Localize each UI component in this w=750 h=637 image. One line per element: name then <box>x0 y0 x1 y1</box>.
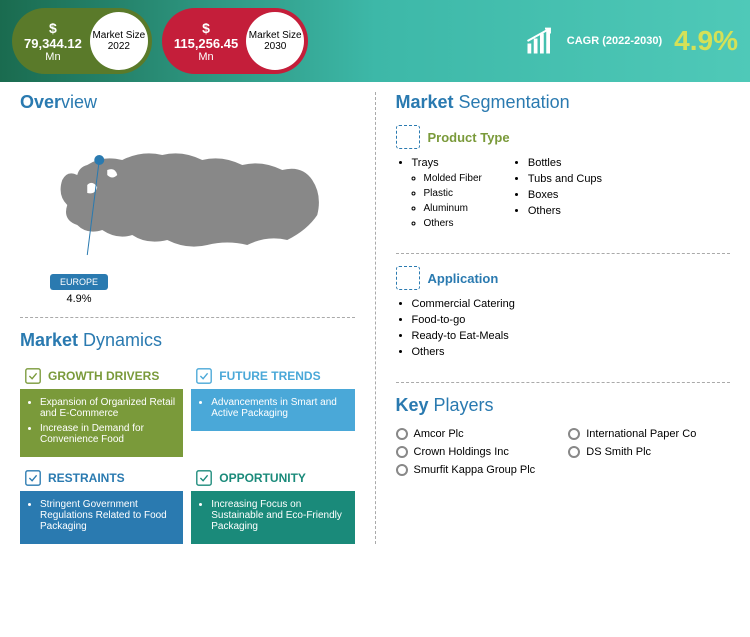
dynamics-box: GROWTH DRIVERS Expansion of Organized Ret… <box>20 363 183 457</box>
market-size-2030-pill: $ 115,256.45 Mn Market Size 2030 <box>162 8 308 74</box>
list-sub-item: Plastic <box>424 188 482 199</box>
unit: Mn <box>24 51 82 63</box>
dynamics-box: RESTRAINTS Stringent Government Regulatio… <box>20 465 183 544</box>
cagr-value: 4.9% <box>674 25 738 57</box>
player-item: Crown Holdings Inc <box>396 446 558 458</box>
cagr-section: CAGR (2022-2030) 4.9% <box>525 25 738 57</box>
cagr-label: CAGR (2022-2030) <box>567 35 662 47</box>
dynamics-grid: GROWTH DRIVERS Expansion of Organized Ret… <box>20 363 355 544</box>
box-title: RESTRAINTS <box>48 471 125 485</box>
region-tag: EUROPE 4.9% <box>50 274 108 305</box>
segmentation-group: Application Commercial Catering Food-to-go… <box>396 266 731 362</box>
divider <box>20 317 355 318</box>
divider <box>396 382 731 383</box>
dynamics-heading: Market Dynamics <box>20 330 355 351</box>
list-item: Commercial Catering <box>412 298 515 310</box>
list-item: Others <box>528 205 602 217</box>
region-name: EUROPE <box>50 274 108 290</box>
currency: $ <box>24 20 82 36</box>
player-item: Amcor Plc <box>396 428 558 440</box>
dynamics-box: FUTURE TRENDS Advancements in Smart and A… <box>191 363 354 457</box>
list-sub-item: Others <box>424 218 482 229</box>
list-item: Tubs and Cups <box>528 173 602 185</box>
year: 2030 <box>264 41 286 52</box>
list-item: Increasing Focus on Sustainable and Eco-… <box>211 499 346 532</box>
list-item: Others <box>412 346 515 358</box>
player-item: Smurfit Kappa Group Plc <box>396 464 558 476</box>
segmentation-heading: Market Segmentation <box>396 92 731 113</box>
list-item: Ready-to Eat-Meals <box>412 330 515 342</box>
box-title: FUTURE TRENDS <box>219 369 320 383</box>
key-players-list: Amcor Plc Crown Holdings Inc Smurfit Kappa… <box>396 428 731 476</box>
list-item: Advancements in Smart and Active Packagi… <box>211 397 346 419</box>
section-icon <box>24 469 42 487</box>
players-heading: Key Players <box>396 395 731 416</box>
growth-chart-icon <box>525 26 555 56</box>
europe-map-icon <box>20 125 355 275</box>
box-title: OPPORTUNITY <box>219 471 306 485</box>
map-area: EUROPE 4.9% <box>20 125 355 305</box>
list-item: Food-to-go <box>412 314 515 326</box>
list-item: Boxes <box>528 189 602 201</box>
year: 2022 <box>108 41 130 52</box>
segment-title: Application <box>428 271 499 286</box>
segmentation-group: Product Type Trays Molded Fiber Plastic Alum… <box>396 125 731 233</box>
player-item: DS Smith Plc <box>568 446 730 458</box>
segment-icon <box>396 125 420 149</box>
section-icon <box>24 367 42 385</box>
divider <box>396 253 731 254</box>
segment-icon <box>396 266 420 290</box>
list-item: Bottles <box>528 157 602 169</box>
list-item: Expansion of Organized Retail and E-Comm… <box>40 397 175 419</box>
value: 115,256.45 <box>174 36 238 51</box>
section-icon <box>195 367 213 385</box>
unit: Mn <box>174 51 238 63</box>
value: 79,344.12 <box>24 36 82 51</box>
label: Market Size <box>249 30 302 41</box>
currency: $ <box>174 20 238 36</box>
overview-heading: Overview <box>20 92 355 113</box>
list-item: Stringent Government Regulations Related… <box>40 499 175 532</box>
region-pct: 4.9% <box>50 293 108 305</box>
box-title: GROWTH DRIVERS <box>48 369 159 383</box>
dynamics-box: OPPORTUNITY Increasing Focus on Sustainab… <box>191 465 354 544</box>
label: Market Size <box>92 30 145 41</box>
header-bar: $ 79,344.12 Mn Market Size 2022 $ 115,25… <box>0 0 750 82</box>
market-size-2022-pill: $ 79,344.12 Mn Market Size 2022 <box>12 8 152 74</box>
segment-title: Product Type <box>428 130 510 145</box>
list-sub-item: Molded Fiber <box>424 173 482 184</box>
section-icon <box>195 469 213 487</box>
list-sub-item: Aluminum <box>424 203 482 214</box>
list-item: Increase in Demand for Convenience Food <box>40 423 175 445</box>
list-item: Trays <box>412 157 482 169</box>
player-item: International Paper Co <box>568 428 730 440</box>
